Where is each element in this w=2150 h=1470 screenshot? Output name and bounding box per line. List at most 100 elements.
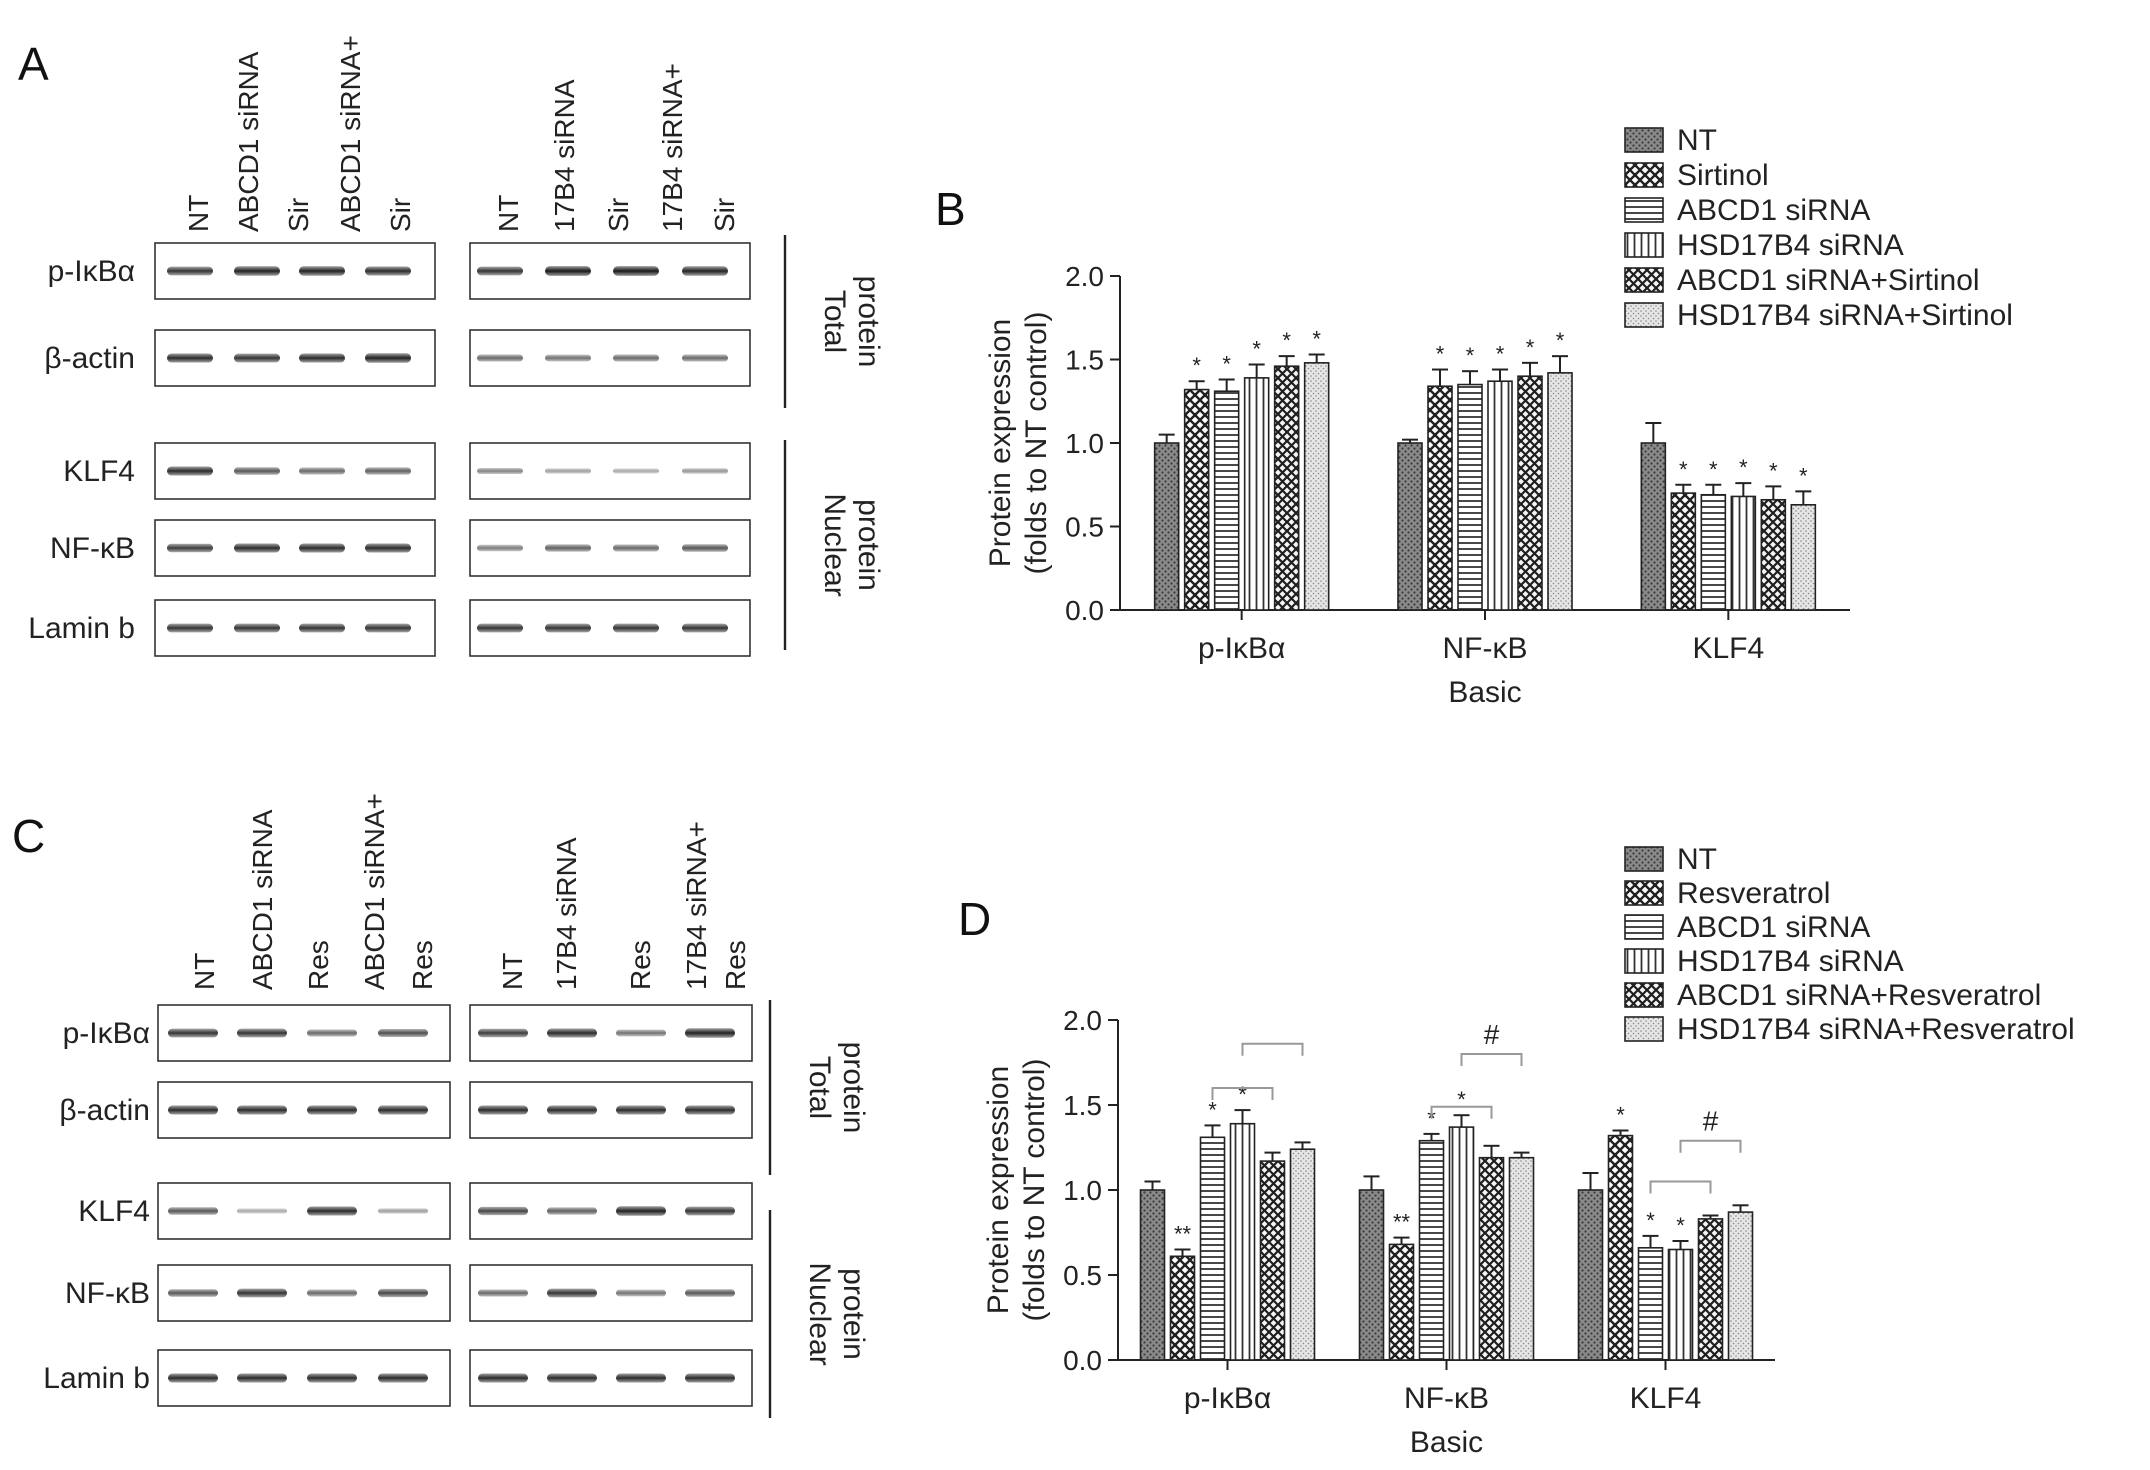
protein-band <box>613 468 659 474</box>
panel-letter-c: C <box>12 810 45 862</box>
row-label: Lamin b <box>43 1362 150 1395</box>
protein-band <box>613 623 659 633</box>
protein-band <box>365 467 411 475</box>
bar <box>1727 1211 1754 1361</box>
y-axis-label: Protein expression <box>984 319 1017 567</box>
bar <box>1153 442 1180 611</box>
lane-label: 17B4 siRNA <box>551 837 582 990</box>
protein-band <box>616 1105 666 1115</box>
protein-band <box>167 466 213 476</box>
y-tick-label: 1.0 <box>1063 1175 1102 1206</box>
x-tick-label: KLF4 <box>1692 632 1764 665</box>
protein-band <box>616 1206 666 1216</box>
y-tick-label: 1.5 <box>1065 345 1104 376</box>
significance-mark: * <box>1709 457 1718 482</box>
protein-band <box>378 1373 428 1383</box>
protein-band <box>547 1288 597 1298</box>
protein-band <box>685 1105 735 1115</box>
bar <box>1577 1189 1604 1361</box>
bar <box>1199 1136 1226 1361</box>
legend-entry: NT <box>1677 124 1717 157</box>
lane-label: 17B4 siRNA+ <box>657 63 688 232</box>
row-label: p-IκBα <box>63 1017 150 1050</box>
significance-mark: * <box>1312 326 1321 351</box>
protein-band <box>307 1373 357 1383</box>
western-blot-panel-c: NT ABCD1 siRNA Res ABCD1 siRNA+ Res NT 17B4 si… <box>43 793 870 1418</box>
protein-band <box>307 1206 357 1216</box>
protein-band <box>299 353 345 363</box>
bar <box>1697 1218 1724 1361</box>
protein-band <box>237 1105 287 1115</box>
lane-label: ABCD1 siRNA+ <box>359 793 390 990</box>
protein-band <box>477 354 523 362</box>
legend-entry: HSD17B4 siRNA <box>1677 945 1904 978</box>
protein-band <box>613 544 659 552</box>
bar <box>1289 1148 1316 1361</box>
y-tick-label: 2.0 <box>1063 1005 1102 1036</box>
protein-band <box>237 1288 287 1298</box>
bar-chart-panel-d: 0.0 0.5 1.0 1.5 2.0 Protein expression (folds … <box>982 843 2075 1459</box>
significance-mark: * <box>1646 1208 1655 1233</box>
protein-band <box>378 1029 428 1037</box>
bar <box>1607 1134 1634 1361</box>
protein-band <box>685 1373 735 1383</box>
protein-band <box>545 354 591 362</box>
legend-swatch <box>1624 232 1664 258</box>
legend-swatch <box>1624 302 1664 328</box>
protein-band <box>168 1289 218 1297</box>
bar <box>1388 1243 1415 1361</box>
bar <box>1259 1160 1286 1361</box>
bar <box>1303 362 1330 611</box>
y-tick-label: 1.0 <box>1065 428 1104 459</box>
protein-band <box>478 1028 528 1038</box>
row-label: NF-κB <box>65 1277 150 1310</box>
western-blot-panel-a: NT ABCD1 siRNA Sir ABCD1 siRNA+ Sir NT 17B4 si… <box>28 35 885 657</box>
comparison-bracket <box>1241 1042 1304 1056</box>
panel-letter-a: A <box>18 38 49 90</box>
row-label: Lamin b <box>28 612 135 645</box>
protein-band <box>234 623 280 633</box>
bar <box>1243 377 1270 611</box>
y-tick-label: 0.0 <box>1065 595 1104 626</box>
protein-band <box>167 543 213 553</box>
protein-band <box>478 1206 528 1216</box>
legend-swatch <box>1624 267 1664 293</box>
protein-band <box>477 467 523 475</box>
legend-entry: ABCD1 siRNA <box>1677 911 1870 944</box>
bar <box>1547 372 1573 611</box>
significance-mark: * <box>1799 463 1808 488</box>
x-tick-label: NF-κB <box>1443 632 1528 665</box>
protein-band <box>365 353 411 363</box>
legend-entry: Resveratrol <box>1677 877 1830 910</box>
y-tick-label: 0.5 <box>1063 1260 1102 1291</box>
significance-mark: * <box>1222 352 1231 377</box>
legend-swatch <box>1624 162 1664 188</box>
legend-entry: HSD17B4 siRNA+Sirtinol <box>1677 299 2013 332</box>
group-label: Nuclear <box>803 1262 836 1365</box>
protein-band <box>378 1105 428 1115</box>
significance-mark: * <box>1676 1213 1685 1238</box>
lane-label: Sir <box>603 198 634 232</box>
protein-band <box>477 623 523 633</box>
protein-band <box>685 1206 735 1216</box>
legend-swatch <box>1624 914 1664 940</box>
protein-band <box>365 543 411 553</box>
bar <box>1169 1255 1196 1361</box>
row-label: KLF4 <box>63 455 135 488</box>
row-label: p-IκBα <box>48 255 135 288</box>
significance-mark: ** <box>1174 1222 1192 1247</box>
legend-swatch <box>1624 1016 1664 1042</box>
bar <box>1730 495 1757 611</box>
bar <box>1478 1156 1505 1361</box>
protein-band <box>299 623 345 633</box>
protein-band <box>234 353 280 363</box>
protein-band <box>547 1373 597 1383</box>
bar <box>1358 1189 1385 1361</box>
protein-band <box>168 1028 218 1038</box>
comparison-bracket <box>1649 1180 1712 1194</box>
x-tick-label: NF-κB <box>1404 1382 1489 1415</box>
group-label: protein <box>837 1042 870 1134</box>
protein-band <box>477 544 523 552</box>
row-label: β-actin <box>44 342 135 375</box>
lane-label: ABCD1 siRNA <box>233 51 264 232</box>
